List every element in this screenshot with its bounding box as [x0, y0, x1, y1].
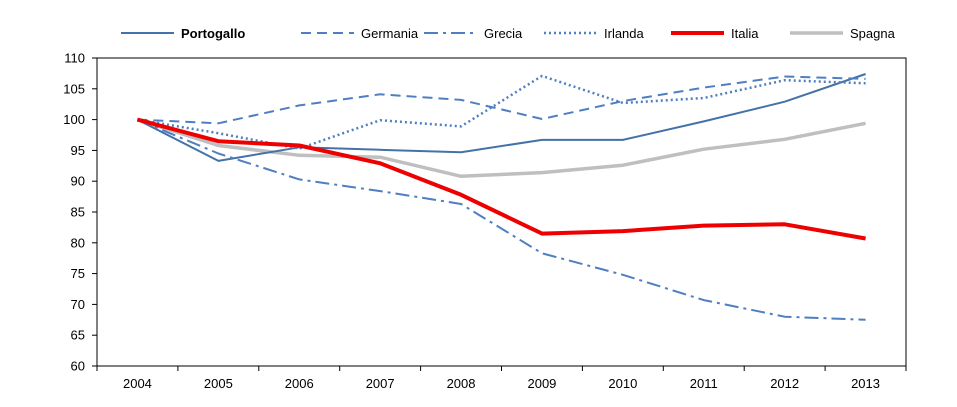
x-tick-label: 2007 — [366, 376, 395, 391]
series-line-grecia — [137, 118, 866, 321]
x-tick-label: 2013 — [851, 376, 880, 391]
y-tick-label: 85 — [71, 205, 85, 220]
series-line-germania — [137, 75, 866, 125]
y-tick-label: 70 — [71, 297, 85, 312]
y-tick-label: 100 — [63, 112, 85, 127]
axes: 60 65 70 75 80 85 90 95 100 105 110 2004 2005 2006 200… — [63, 51, 907, 391]
y-tick-label: 105 — [63, 81, 85, 96]
x-tick-label: 2009 — [527, 376, 556, 391]
x-tick-label: 2004 — [123, 376, 152, 391]
y-tick-label: 65 — [71, 328, 85, 343]
legend: Portogallo Germania Grecia Irlanda Italia Spa… — [121, 26, 896, 41]
x-tick-label: 2010 — [608, 376, 637, 391]
x-tick-label: 2012 — [770, 376, 799, 391]
series-group — [136, 73, 866, 321]
legend-label-portogallo: Portogallo — [181, 26, 245, 41]
y-tick-label: 110 — [64, 51, 85, 66]
series-line-spagna — [136, 117, 866, 179]
x-tick-label: 2006 — [285, 376, 314, 391]
x-tick-label: 2008 — [447, 376, 476, 391]
y-tick-label: 80 — [71, 235, 85, 250]
x-tick-label: 2011 — [690, 376, 718, 391]
y-tick-label: 75 — [71, 266, 85, 281]
x-tick-label: 2005 — [204, 376, 233, 391]
series-line-irlanda — [137, 74, 866, 150]
y-tick-label: 90 — [71, 174, 85, 189]
series-line-portogallo — [136, 73, 866, 162]
series-line-italia — [136, 117, 866, 241]
legend-label-germania: Germania — [361, 26, 419, 41]
y-tick-label: 60 — [71, 359, 85, 374]
legend-label-irlanda: Irlanda — [604, 26, 645, 41]
legend-label-grecia: Grecia — [484, 26, 523, 41]
legend-label-italia: Italia — [731, 26, 759, 41]
legend-label-spagna: Spagna — [850, 26, 896, 41]
y-tick-label: 95 — [71, 143, 85, 158]
